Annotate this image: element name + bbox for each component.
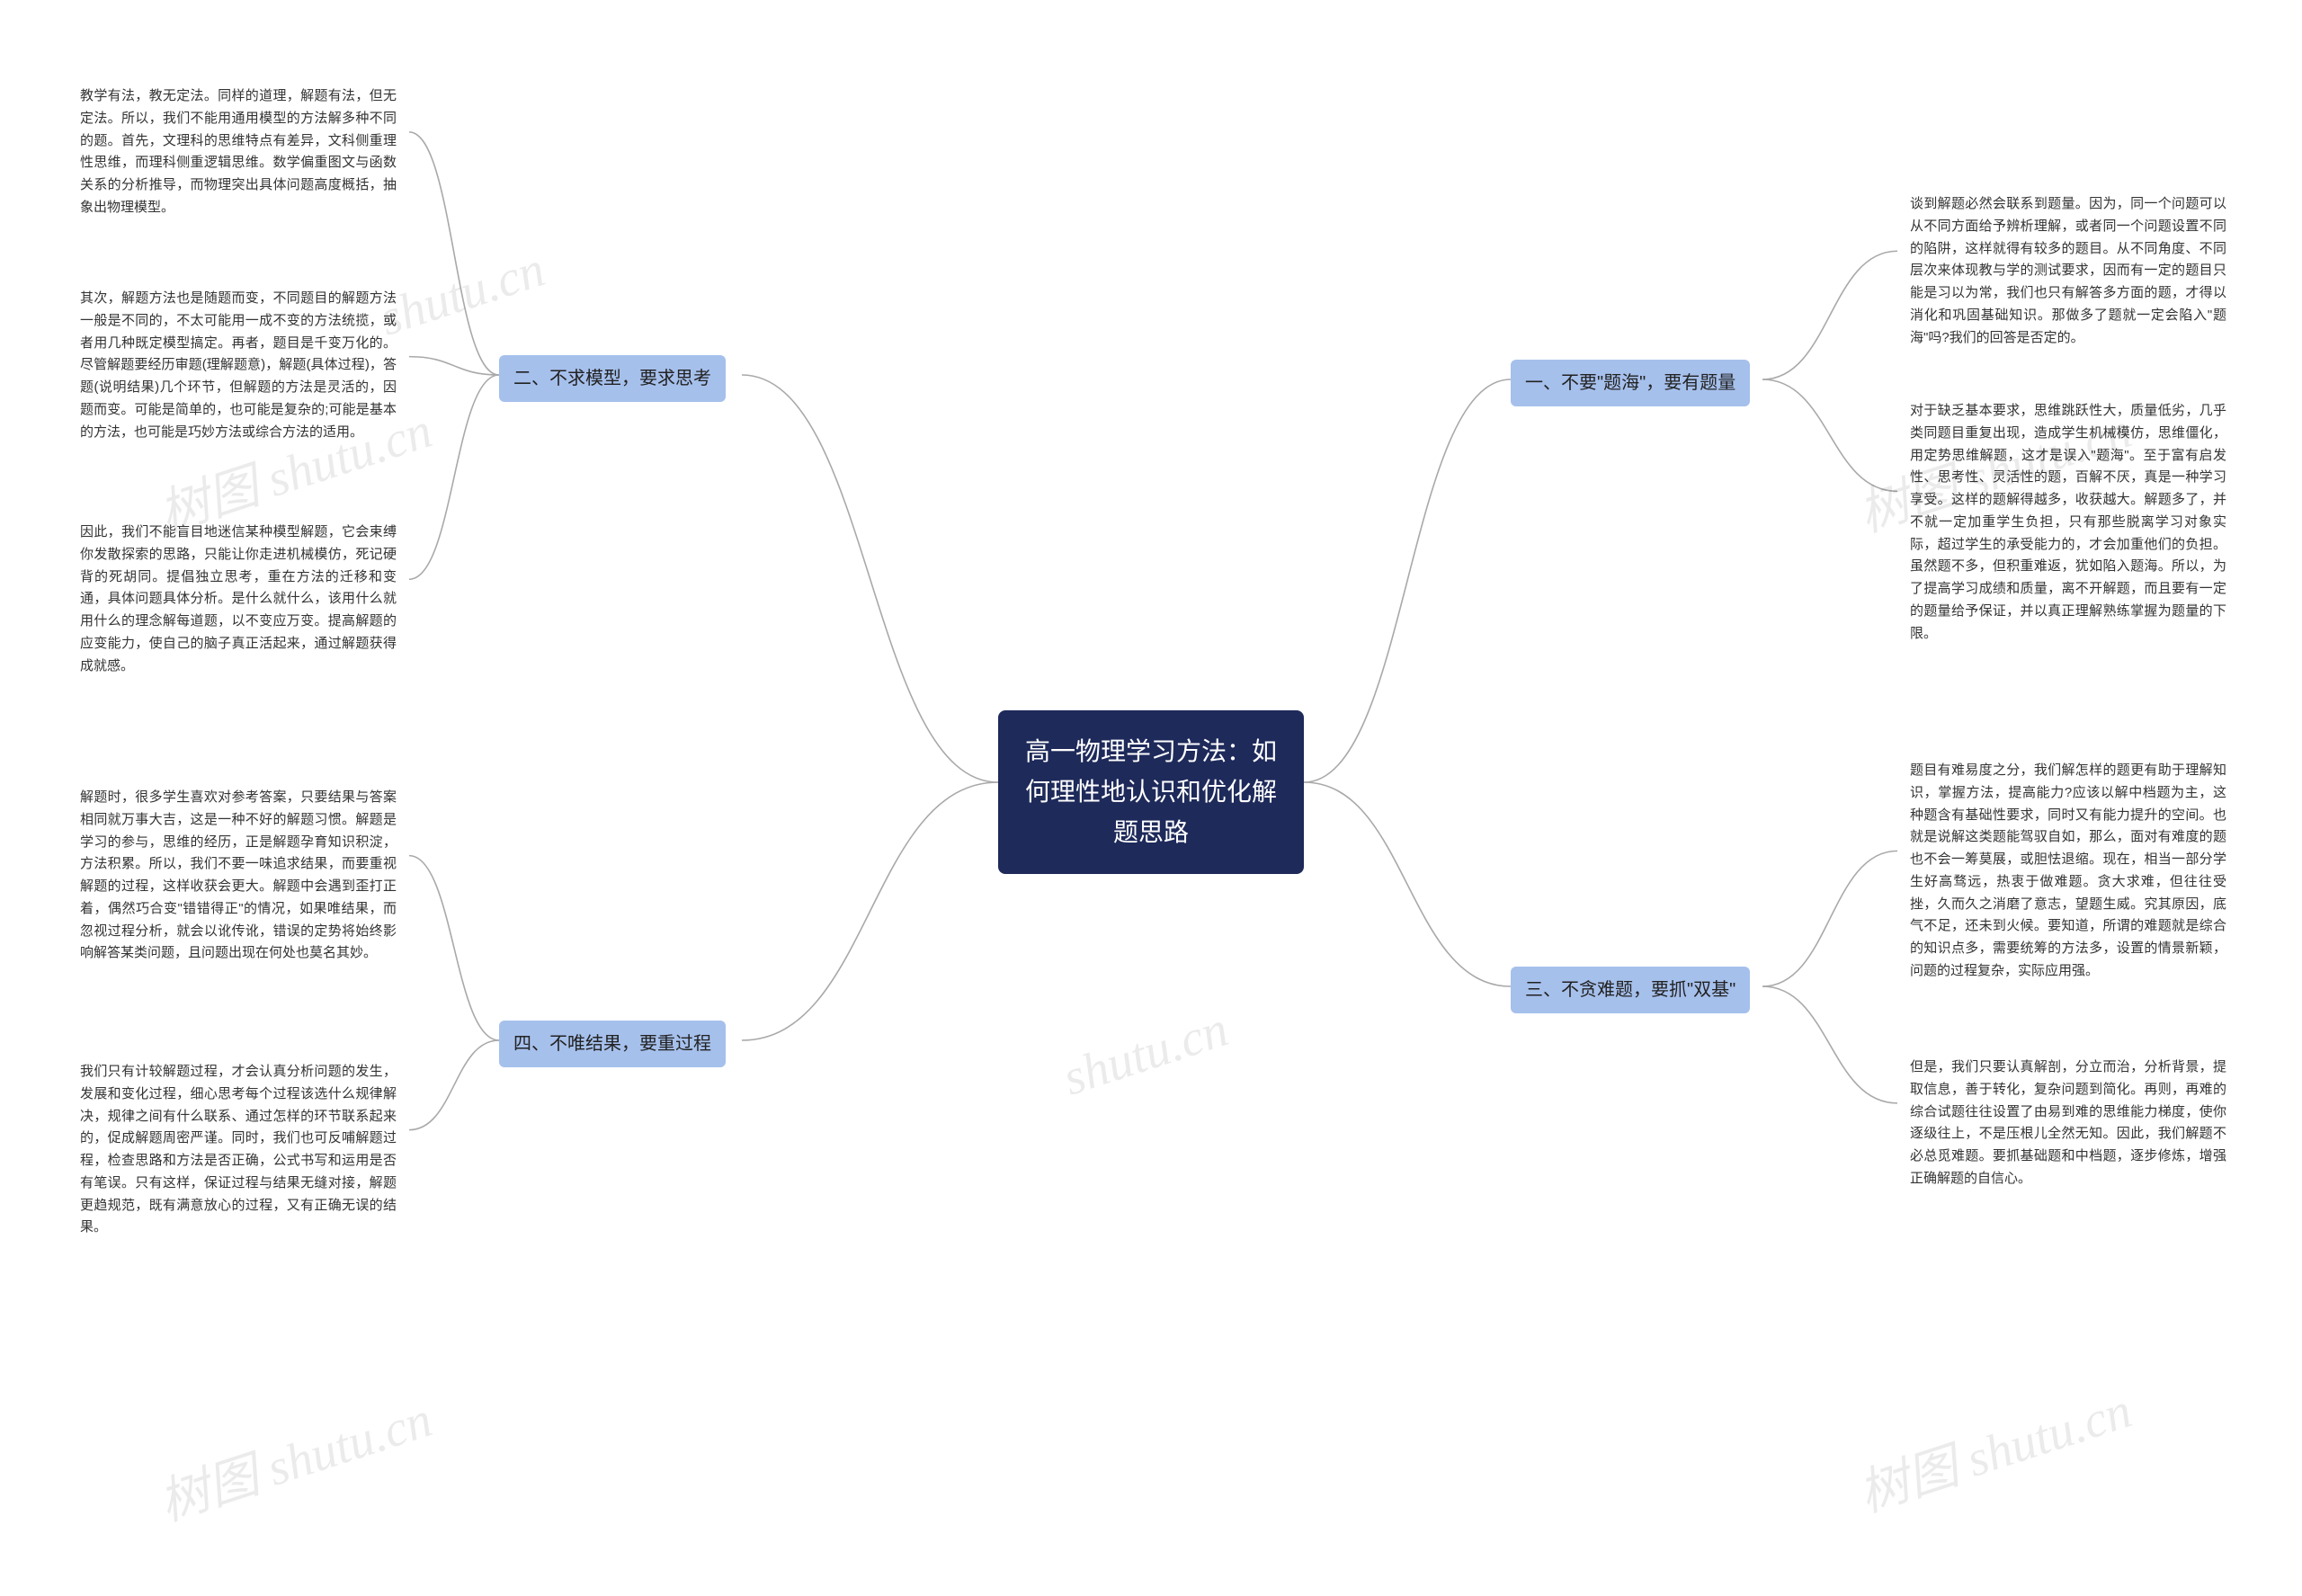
leaf-node: 我们只有计较解题过程，才会认真分析问题的发生，发展和变化过程，细心思考每个过程该… (67, 1052, 409, 1248)
center-node: 高一物理学习方法：如何理性地认识和优化解题思路 (998, 710, 1304, 874)
leaf-node: 解题时，很多学生喜欢对参考答案，只要结果与答案相同就万事大吉，这是一种不好的解题… (67, 778, 409, 974)
leaf-node: 教学有法，教无定法。同样的道理，解题有法，但无定法。所以，我们不能用通用模型的方… (67, 76, 409, 228)
branch-node: 四、不唯结果，要重过程 (499, 1021, 726, 1067)
leaf-node: 对于缺乏基本要求，思维跳跃性大，质量低劣，几乎类同题目重复出现，造成学生机械模仿… (1897, 391, 2239, 654)
leaf-node: 谈到解题必然会联系到题量。因为，同一个问题可以从不同方面给予辨析理解，或者同一个… (1897, 184, 2239, 358)
leaf-node: 但是，我们只要认真解剖，分立而治，分析背景，提取信息，善于转化，复杂问题到简化。… (1897, 1048, 2239, 1199)
branch-node: 三、不贪难题，要抓"双基" (1511, 967, 1750, 1013)
branch-node: 二、不求模型，要求思考 (499, 355, 726, 402)
leaf-node: 题目有难易度之分，我们解怎样的题更有助于理解知识，掌握方法，提高能力?应该以解中… (1897, 751, 2239, 992)
leaf-node: 因此，我们不能盲目地迷信某种模型解题，它会束缚你发散探索的思路，只能让你走进机械… (67, 513, 409, 686)
branch-node: 一、不要"题海"，要有题量 (1511, 360, 1750, 406)
leaf-node: 其次，解题方法也是随题而变，不同题目的解题方法一般是不同的，不太可能用一成不变的… (67, 279, 409, 452)
